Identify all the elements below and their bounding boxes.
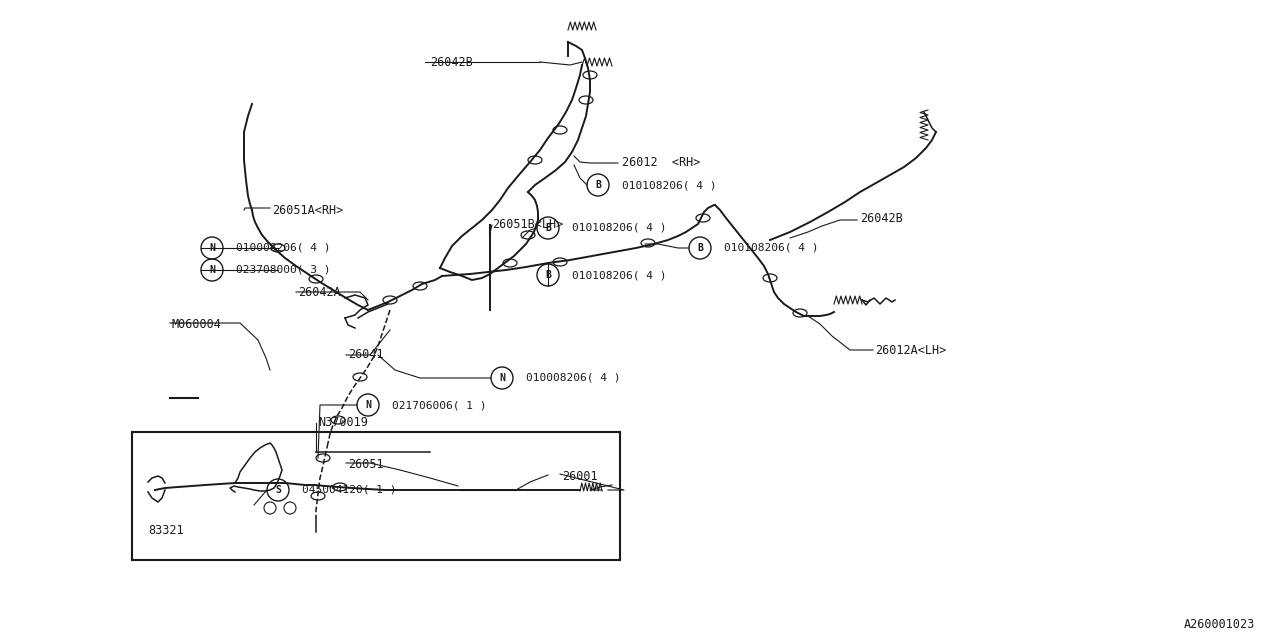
Text: 021706006( 1 ): 021706006( 1 ) (392, 400, 486, 410)
Text: 83321: 83321 (148, 524, 183, 536)
Bar (132, 432, 620, 560)
Text: 26051B<LH>: 26051B<LH> (492, 218, 563, 232)
Text: 26012A<LH>: 26012A<LH> (876, 344, 946, 356)
Text: 010108206( 4 ): 010108206( 4 ) (572, 223, 667, 233)
Text: 26001: 26001 (562, 470, 598, 483)
Text: M060004: M060004 (172, 319, 221, 332)
Text: A260001023: A260001023 (1184, 618, 1254, 632)
Text: 045004120( 1 ): 045004120( 1 ) (302, 485, 397, 495)
Text: B: B (595, 180, 600, 190)
Text: S: S (275, 485, 280, 495)
Text: B: B (545, 223, 550, 233)
Text: 26051A<RH>: 26051A<RH> (273, 204, 343, 216)
Text: N370019: N370019 (317, 417, 367, 429)
Text: 26042B: 26042B (860, 211, 902, 225)
Text: 023708000( 3 ): 023708000( 3 ) (236, 265, 330, 275)
Text: N: N (499, 373, 504, 383)
Text: 010108206( 4 ): 010108206( 4 ) (572, 270, 667, 280)
Text: 26041: 26041 (348, 349, 384, 362)
Text: N: N (209, 265, 215, 275)
Text: B: B (698, 243, 703, 253)
Text: 010108206( 4 ): 010108206( 4 ) (622, 180, 717, 190)
Text: 26051: 26051 (348, 458, 384, 472)
Text: 010108206( 4 ): 010108206( 4 ) (724, 243, 818, 253)
Text: N: N (209, 243, 215, 253)
Text: 010008206( 4 ): 010008206( 4 ) (236, 243, 330, 253)
Text: 26042B: 26042B (430, 56, 472, 68)
Text: 26012  <RH>: 26012 <RH> (622, 157, 700, 170)
Text: B: B (545, 270, 550, 280)
Text: 010008206( 4 ): 010008206( 4 ) (526, 373, 621, 383)
Text: 26042A: 26042A (298, 285, 340, 298)
Text: N: N (365, 400, 371, 410)
